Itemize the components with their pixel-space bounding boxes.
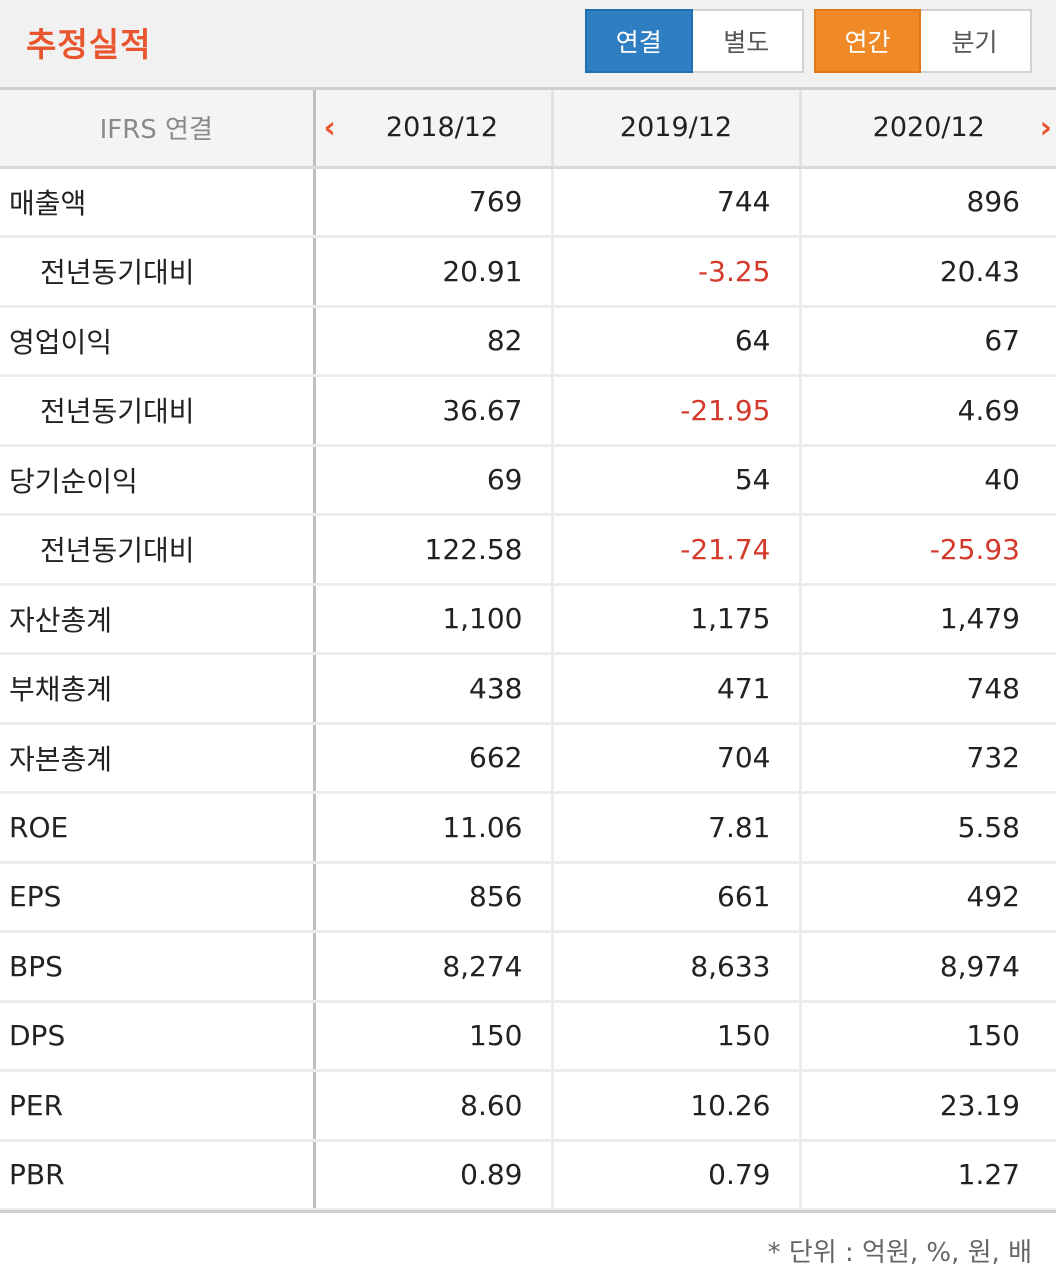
cell-value: 7.81 bbox=[550, 792, 800, 864]
cell-value: 744 bbox=[550, 167, 800, 238]
row-label: DPS bbox=[0, 1001, 314, 1072]
cell-value: 54 bbox=[550, 445, 800, 516]
cell-value: 4.69 bbox=[798, 375, 1056, 447]
cell-value: 1,100 bbox=[312, 584, 552, 655]
chevron-right-icon[interactable]: › bbox=[1039, 110, 1052, 146]
table-row: 영업이익 82 64 67 bbox=[0, 306, 1056, 377]
annual-button[interactable]: 연간 bbox=[814, 9, 921, 73]
cell-value: 150 bbox=[312, 1001, 552, 1072]
row-label: BPS bbox=[0, 931, 314, 1003]
cell-value: 23.19 bbox=[798, 1070, 1056, 1142]
cell-value: 20.91 bbox=[312, 236, 552, 308]
row-label: 자산총계 bbox=[0, 584, 314, 655]
cell-value: 1,479 bbox=[798, 584, 1056, 655]
table-row: ROE 11.06 7.81 5.58 bbox=[0, 792, 1056, 864]
cell-value: 150 bbox=[550, 1001, 800, 1072]
cell-value: 748 bbox=[798, 653, 1056, 725]
row-label: 영업이익 bbox=[0, 306, 314, 377]
cell-value: 1.27 bbox=[798, 1140, 1056, 1211]
cell-value: 67 bbox=[798, 306, 1056, 377]
cell-value: 8,274 bbox=[312, 931, 552, 1003]
cell-value: 10.26 bbox=[550, 1070, 800, 1142]
row-label: EPS bbox=[0, 862, 314, 933]
table-row: BPS 8,274 8,633 8,974 bbox=[0, 931, 1056, 1003]
footer-divider bbox=[0, 1210, 1056, 1213]
cell-value: 661 bbox=[550, 862, 800, 933]
consolidated-button[interactable]: 연결 bbox=[585, 9, 693, 73]
cell-value: 8,974 bbox=[798, 931, 1056, 1003]
column-year-label: 2018/12 bbox=[385, 112, 499, 144]
ifrs-label-header: IFRS 연결 bbox=[0, 90, 314, 169]
cell-value: 5.58 bbox=[798, 792, 1056, 864]
row-sublabel: 전년동기대비 bbox=[0, 236, 314, 308]
table-row: PER 8.60 10.26 23.19 bbox=[0, 1070, 1056, 1142]
cell-value: 732 bbox=[798, 723, 1056, 794]
row-label: 매출액 bbox=[0, 167, 314, 238]
header-bar: 추정실적 연결 별도 연간 분기 bbox=[0, 0, 1056, 90]
separate-button[interactable]: 별도 bbox=[692, 11, 800, 71]
row-label: PBR bbox=[0, 1140, 314, 1211]
column-header-year: ‹ 2018/12 bbox=[312, 90, 552, 169]
cell-value: 69 bbox=[312, 445, 552, 516]
column-header-year: 2019/12 bbox=[550, 90, 800, 169]
table-row: PBR 0.89 0.79 1.27 bbox=[0, 1140, 1056, 1211]
cell-value: -21.74 bbox=[550, 514, 800, 586]
cell-value: 8,633 bbox=[550, 931, 800, 1003]
cell-value: 471 bbox=[550, 653, 800, 725]
table-row: 전년동기대비 36.67 -21.95 4.69 bbox=[0, 375, 1056, 447]
period-toggle: 연간 분기 bbox=[814, 9, 1032, 73]
chevron-left-icon[interactable]: ‹ bbox=[323, 110, 336, 146]
column-header-year: 2020/12 › bbox=[798, 90, 1056, 169]
table-row: 부채총계 438 471 748 bbox=[0, 653, 1056, 725]
quarterly-button[interactable]: 분기 bbox=[921, 11, 1028, 71]
consolidation-toggle: 연결 별도 bbox=[585, 9, 804, 73]
row-label: ROE bbox=[0, 792, 314, 864]
cell-value: 82 bbox=[312, 306, 552, 377]
cell-value: 896 bbox=[798, 167, 1056, 238]
row-sublabel: 전년동기대비 bbox=[0, 375, 314, 447]
table-row: 매출액 769 744 896 bbox=[0, 167, 1056, 238]
cell-value: 492 bbox=[798, 862, 1056, 933]
cell-value: 1,175 bbox=[550, 584, 800, 655]
cell-value: 8.60 bbox=[312, 1070, 552, 1142]
row-label: 부채총계 bbox=[0, 653, 314, 725]
cell-value: 438 bbox=[312, 653, 552, 725]
cell-value: 0.89 bbox=[312, 1140, 552, 1211]
row-label: PER bbox=[0, 1070, 314, 1142]
column-year-label: 2019/12 bbox=[619, 112, 733, 144]
cell-value: 36.67 bbox=[312, 375, 552, 447]
row-label: 당기순이익 bbox=[0, 445, 314, 516]
table-row: 자산총계 1,100 1,175 1,479 bbox=[0, 584, 1056, 655]
table-row: 전년동기대비 122.58 -21.74 -25.93 bbox=[0, 514, 1056, 586]
table-row: 전년동기대비 20.91 -3.25 20.43 bbox=[0, 236, 1056, 308]
cell-value: -3.25 bbox=[550, 236, 800, 308]
cell-value: 20.43 bbox=[798, 236, 1056, 308]
cell-value: 769 bbox=[312, 167, 552, 238]
cell-value: 150 bbox=[798, 1001, 1056, 1072]
unit-note: * 단위 : 억원, %, 원, 배 bbox=[767, 1238, 1032, 1268]
cell-value: 64 bbox=[550, 306, 800, 377]
table-row: EPS 856 661 492 bbox=[0, 862, 1056, 933]
page-title: 추정실적 bbox=[26, 25, 152, 64]
cell-value: 0.79 bbox=[550, 1140, 800, 1211]
cell-value: 704 bbox=[550, 723, 800, 794]
cell-value: 856 bbox=[312, 862, 552, 933]
column-year-label: 2020/12 bbox=[872, 112, 985, 144]
cell-value: 40 bbox=[798, 445, 1056, 516]
cell-value: 11.06 bbox=[312, 792, 552, 864]
cell-value: 662 bbox=[312, 723, 552, 794]
table-row: 자본총계 662 704 732 bbox=[0, 723, 1056, 794]
table-row: DPS 150 150 150 bbox=[0, 1001, 1056, 1072]
table-header-row: IFRS 연결 ‹ 2018/12 2019/12 2020/12 › bbox=[0, 90, 1056, 169]
cell-value: 122.58 bbox=[312, 514, 552, 586]
table-row: 당기순이익 69 54 40 bbox=[0, 445, 1056, 516]
row-sublabel: 전년동기대비 bbox=[0, 514, 314, 586]
estimate-table: IFRS 연결 ‹ 2018/12 2019/12 2020/12 › 매출액 7… bbox=[0, 90, 1056, 1211]
cell-value: -21.95 bbox=[550, 375, 800, 447]
row-label: 자본총계 bbox=[0, 723, 314, 794]
cell-value: -25.93 bbox=[798, 514, 1056, 586]
